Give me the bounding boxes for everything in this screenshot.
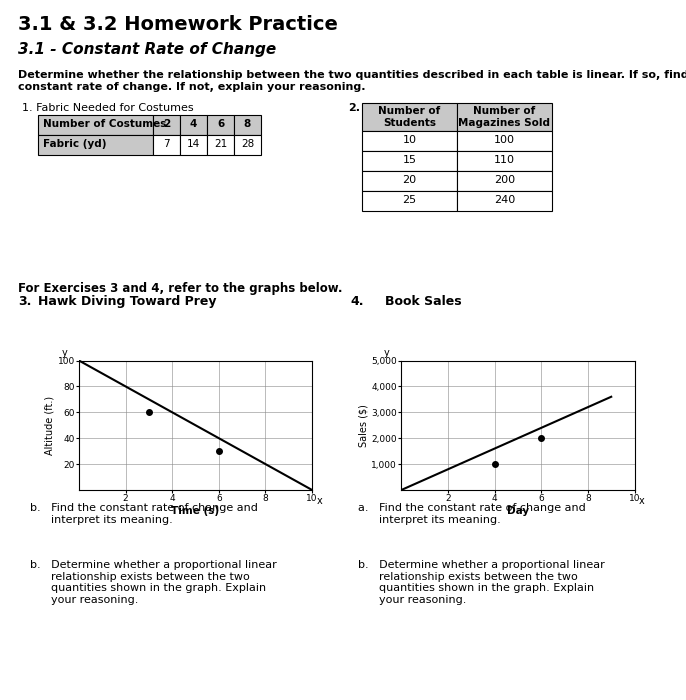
Text: 2: 2 (163, 119, 170, 129)
Text: b.   Determine whether a proportional linear
      relationship exists between t: b. Determine whether a proportional line… (358, 560, 605, 605)
Text: 10: 10 (403, 135, 416, 145)
Text: 15: 15 (403, 155, 416, 165)
Text: 25: 25 (403, 195, 416, 205)
Text: Hawk Diving Toward Prey: Hawk Diving Toward Prey (38, 295, 217, 308)
X-axis label: Day: Day (507, 506, 529, 516)
Text: 20: 20 (403, 175, 416, 185)
Text: a.   Find the constant rate of change and
      interpret its meaning.: a. Find the constant rate of change and … (358, 503, 586, 524)
Bar (207, 135, 234, 155)
Text: y: y (62, 348, 67, 358)
Y-axis label: Altitude (ft.): Altitude (ft.) (45, 395, 55, 455)
Text: Book Sales: Book Sales (385, 295, 462, 308)
Text: 2.: 2. (348, 103, 360, 113)
Text: x: x (317, 496, 322, 507)
Text: 110: 110 (494, 155, 515, 165)
Text: 3.1 - Constant Rate of Change: 3.1 - Constant Rate of Change (18, 42, 276, 57)
Bar (38, 135, 153, 155)
Bar (362, 103, 457, 131)
Bar (457, 103, 552, 131)
Bar (207, 115, 234, 135)
Text: 4.: 4. (350, 295, 364, 308)
Text: Fabric (yd): Fabric (yd) (43, 139, 106, 149)
Bar (180, 135, 207, 155)
Bar (153, 115, 180, 135)
Bar (457, 131, 552, 151)
Y-axis label: Sales ($): Sales ($) (359, 404, 368, 447)
Bar (457, 191, 552, 211)
Text: Number of Costumes: Number of Costumes (43, 119, 167, 129)
Text: For Exercises 3 and 4, refer to the graphs below.: For Exercises 3 and 4, refer to the grap… (18, 282, 342, 295)
Bar (457, 171, 552, 191)
Text: Determine whether the relationship between the two quantities described in each : Determine whether the relationship betwe… (18, 70, 686, 92)
Text: 28: 28 (241, 139, 254, 149)
Text: b.   Determine whether a proportional linear
      relationship exists between t: b. Determine whether a proportional line… (30, 560, 276, 605)
Text: b.   Find the constant rate of change and
      interpret its meaning.: b. Find the constant rate of change and … (30, 503, 258, 524)
Text: 1. Fabric Needed for Costumes: 1. Fabric Needed for Costumes (22, 103, 193, 113)
Text: 100: 100 (494, 135, 515, 145)
Text: 200: 200 (494, 175, 515, 185)
Text: 7: 7 (163, 139, 170, 149)
X-axis label: Time (s): Time (s) (172, 506, 220, 516)
Bar (234, 115, 261, 135)
Text: x: x (639, 496, 645, 507)
Bar (362, 191, 457, 211)
Bar (38, 115, 153, 135)
Text: 3.1 & 3.2 Homework Practice: 3.1 & 3.2 Homework Practice (18, 15, 338, 34)
Text: 4: 4 (190, 119, 197, 129)
Bar (180, 115, 207, 135)
Text: Number of
Students: Number of Students (379, 106, 440, 128)
Bar (457, 151, 552, 171)
Bar (153, 135, 180, 155)
Text: 14: 14 (187, 139, 200, 149)
Bar (234, 135, 261, 155)
Bar (362, 171, 457, 191)
Text: y: y (384, 348, 390, 358)
Text: 21: 21 (214, 139, 227, 149)
Bar (362, 131, 457, 151)
Text: Number of
Magazines Sold: Number of Magazines Sold (458, 106, 550, 128)
Text: 3.: 3. (18, 295, 32, 308)
Text: 8: 8 (244, 119, 251, 129)
Text: 6: 6 (217, 119, 224, 129)
Bar (362, 151, 457, 171)
Text: 240: 240 (494, 195, 515, 205)
